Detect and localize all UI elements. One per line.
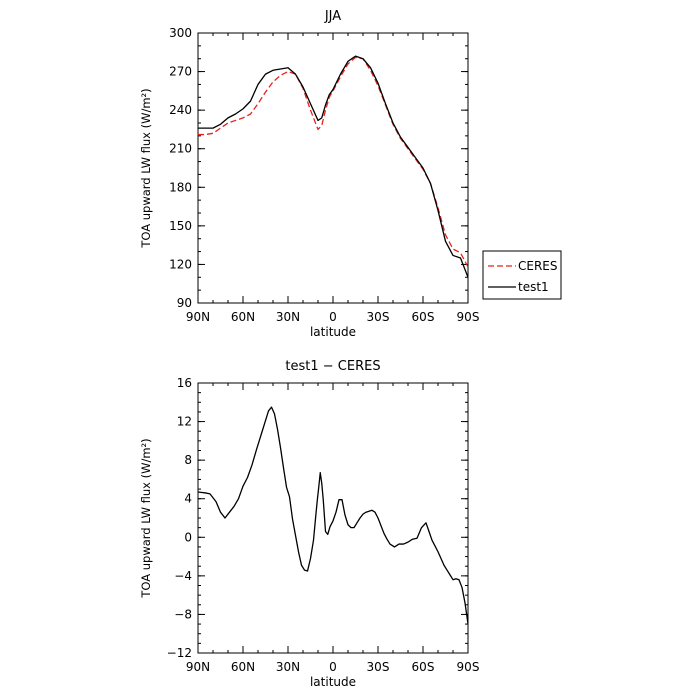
chart2: 90N 60N 30N 0 30S 60S 90S −12 −8 −4 0 4 8 12 16 test1 −… [139, 359, 479, 689]
chart1-legend-label-test1: test1 [518, 280, 549, 294]
chart1-legend-label-ceres: CERES [518, 259, 558, 273]
chart2-series-1 [198, 406, 468, 625]
chart1-series-ceres [198, 56, 468, 268]
chart1: 90N 60N 30N 0 30S 60S 90S 90 120 150 180 210 240 270 3… [139, 9, 562, 339]
chart2-title: test1 − CERES [285, 359, 380, 374]
chart2-x-tick-label: 90N [186, 660, 210, 674]
chart1-x-tick-label: 60N [231, 310, 255, 324]
chart1-y-tick-label: 180 [169, 180, 192, 194]
chart2-x-axis-label: latitude [310, 675, 356, 689]
chart2-y-tick-label: 16 [177, 376, 192, 390]
chart2-y-tick-label: 0 [184, 530, 192, 544]
chart2-y-axis-label: TOA upward LW flux (W/m²) [139, 438, 153, 598]
chart1-frame [197, 32, 469, 304]
chart1-x-tick-label: 30S [367, 310, 390, 324]
chart1-x-tick-label: 90N [186, 310, 210, 324]
chart2-x-tick-label: 30N [276, 660, 300, 674]
chart2-y-tick-label: 4 [184, 492, 192, 506]
chart2-y-tick-label: −4 [174, 569, 192, 583]
chart2-x-tick-label: 60S [412, 660, 435, 674]
chart1-x-tick-label: 0 [329, 310, 337, 324]
chart1-y-tick-label: 300 [169, 26, 192, 40]
chart1-x-tick-label: 30N [276, 310, 300, 324]
chart1-x-axis-label: latitude [310, 325, 356, 339]
chart2-frame [197, 382, 469, 654]
chart2-x-tick-label: 30S [367, 660, 390, 674]
chart1-series-test1 [198, 55, 468, 278]
chart2-x-tick-label: 60N [231, 660, 255, 674]
chart2-y-tick-label: 12 [177, 415, 192, 429]
chart2-y-tick-label: −8 [174, 607, 192, 621]
chart1-y-axis-label: TOA upward LW flux (W/m²) [139, 88, 153, 248]
chart1-x-tick-label: 90S [457, 310, 480, 324]
chart1-y-tick-label: 120 [169, 257, 192, 271]
chart1-legend: CERES test1 [482, 250, 562, 300]
chart2-y-tick-label: 8 [184, 453, 192, 467]
chart1-title: JJA [324, 9, 341, 24]
chart1-y-tick-label: 150 [169, 219, 192, 233]
chart2-x-tick-label: 0 [329, 660, 337, 674]
chart1-x-tick-label: 60S [412, 310, 435, 324]
chart1-y-tick-label: 270 [169, 65, 192, 79]
chart2-y-tick-label: −12 [167, 646, 192, 660]
chart1-y-tick-label: 210 [169, 142, 192, 156]
chart1-legend-box [482, 250, 562, 300]
chart1-y-tick-label: 240 [169, 103, 192, 117]
chart1-y-tick-label: 90 [177, 296, 192, 310]
chart2-x-tick-label: 90S [457, 660, 480, 674]
